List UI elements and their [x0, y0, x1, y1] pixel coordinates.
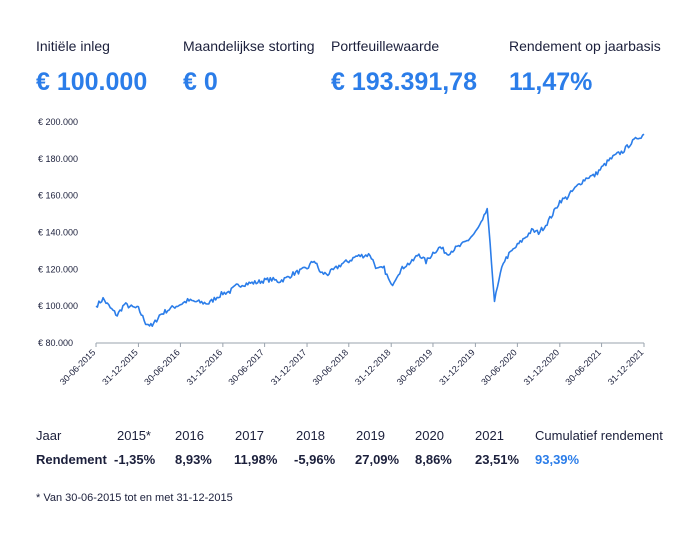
table-return: 23,51%: [475, 452, 520, 467]
table-row-label: Rendement: [36, 452, 107, 467]
stat-value: € 193.391,78: [331, 68, 477, 96]
table-return: -1,35%: [114, 452, 156, 467]
y-tick-label: € 120.000: [38, 264, 78, 274]
portfolio-series-line: [95, 133, 645, 327]
x-tick-label: 30-06-2017: [226, 347, 266, 387]
y-tick-label: € 180.000: [38, 154, 78, 164]
x-tick-label: 31-12-2015: [100, 347, 140, 387]
x-tick-label: 30-06-2015: [58, 347, 98, 387]
table-year: 2019: [356, 428, 385, 443]
y-tick-label: € 140.000: [38, 228, 78, 238]
stat-value: € 0: [183, 68, 218, 96]
x-tick-label: 31-12-2016: [185, 347, 225, 387]
stat-label: Rendement op jaarbasis: [509, 38, 661, 54]
table-year: 2017: [235, 428, 264, 443]
x-tick-label: 30-06-2021: [563, 347, 603, 387]
x-tick-label: 30-06-2018: [311, 347, 351, 387]
table-return: 8,86%: [415, 452, 452, 467]
x-tick-label: 30-06-2016: [142, 347, 182, 387]
x-tick-label: 31-12-2019: [437, 347, 477, 387]
x-tick-label: 31-12-2021: [606, 347, 646, 387]
portfolio-line-chart: € 80.000 € 100.000 € 120.000 € 140.000 € 160…: [38, 117, 646, 387]
table-return: -5,96%: [294, 452, 336, 467]
stat-value: 11,47%: [509, 68, 593, 96]
table-year: 2020: [415, 428, 444, 443]
stat-initial-deposit: Initiële inleg € 100.000: [36, 38, 147, 97]
stat-label: Portfeuillewaarde: [331, 38, 440, 54]
y-tick-label: € 100.000: [38, 301, 78, 311]
y-tick-label: € 200.000: [38, 117, 78, 127]
x-tick-label: 31-12-2017: [269, 347, 309, 387]
table-year: 2015*: [117, 428, 151, 443]
x-tick-label: 30-06-2020: [479, 347, 519, 387]
stat-value: € 100.000: [36, 68, 148, 96]
stat-label: Initiële inleg: [36, 38, 110, 54]
table-cumulative-return: 93,39%: [535, 452, 580, 467]
stat-annual-return: Rendement op jaarbasis 11,47%: [509, 38, 661, 97]
table-header-cumulative: Cumulatief rendement: [535, 428, 663, 443]
y-tick-label: € 80.000: [38, 338, 73, 348]
x-tick-label: 31-12-2020: [522, 347, 562, 387]
table-year: 2021: [475, 428, 504, 443]
stat-monthly-deposit: Maandelijkse storting € 0: [183, 38, 315, 97]
stat-label: Maandelijkse storting: [183, 38, 315, 54]
table-year: 2018: [296, 428, 325, 443]
table-return: 8,93%: [175, 452, 212, 467]
table-return: 27,09%: [355, 452, 400, 467]
x-tick-label: 30-06-2019: [395, 347, 435, 387]
footnote: * Van 30-06-2015 tot en met 31-12-2015: [36, 492, 233, 504]
table-header-year: Jaar: [36, 428, 62, 443]
x-tick-label: 31-12-2018: [353, 347, 393, 387]
table-return: 11,98%: [234, 452, 278, 467]
y-tick-label: € 160.000: [38, 191, 78, 201]
table-year: 2016: [175, 428, 204, 443]
stat-portfolio-value: Portfeuillewaarde € 193.391,78: [331, 38, 477, 97]
